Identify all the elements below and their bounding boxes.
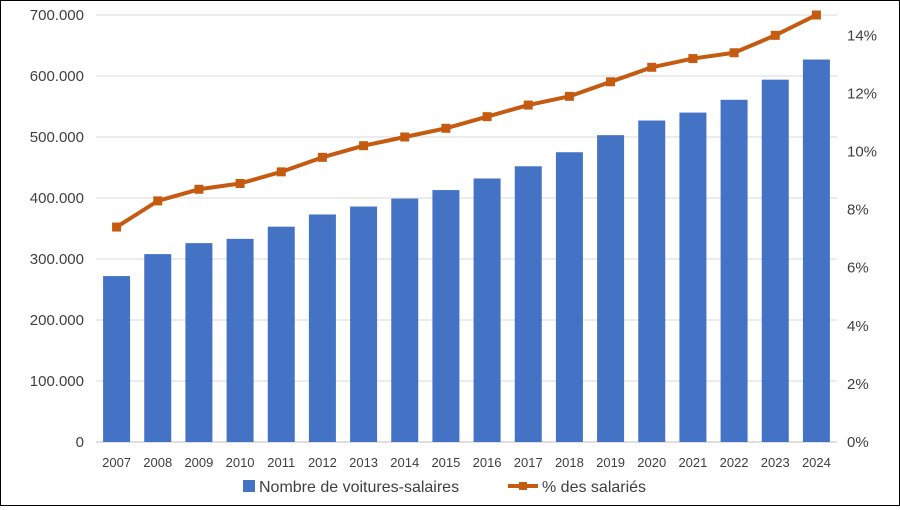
y-left-tick-label: 300.000 <box>30 251 84 268</box>
line-point <box>647 62 657 72</box>
line-point <box>359 141 369 151</box>
y-axis-left: 0 100.000 200.000 300.000 400.000 500.000 600.… <box>30 7 84 451</box>
y-right-tick-label: 12% <box>847 85 877 102</box>
legend-swatch-bars <box>243 480 255 492</box>
x-tick-label: 2015 <box>431 455 460 470</box>
x-tick-label: 2012 <box>308 455 337 470</box>
y-right-tick-label: 14% <box>847 27 877 44</box>
y-right-tick-label: 0% <box>847 434 869 451</box>
gridlines <box>96 14 837 443</box>
line-point <box>564 91 574 101</box>
x-tick-label: 2021 <box>678 455 707 470</box>
bar <box>638 120 666 442</box>
x-tick-label: 2013 <box>349 455 378 470</box>
y-right-tick-label: 6% <box>847 260 869 277</box>
y-left-tick-label: 100.000 <box>30 373 84 390</box>
line-point <box>688 54 698 64</box>
x-tick-label: 2009 <box>184 455 213 470</box>
line-point <box>523 100 533 110</box>
legend-swatch-line-marker <box>519 482 527 490</box>
line-point <box>770 30 780 40</box>
bar-series <box>103 59 830 443</box>
line-point <box>441 123 451 133</box>
line-point <box>482 112 492 122</box>
x-tick-label: 2008 <box>143 455 172 470</box>
line-point <box>235 178 245 188</box>
x-tick-label: 2016 <box>473 455 502 470</box>
line-point <box>400 132 410 142</box>
bar <box>802 59 830 442</box>
x-tick-label: 2024 <box>802 455 831 470</box>
bar <box>103 276 131 442</box>
y-left-tick-label: 500.000 <box>30 129 84 146</box>
line-point <box>729 48 739 58</box>
line-point <box>606 77 616 87</box>
x-tick-label: 2020 <box>637 455 666 470</box>
bar <box>761 79 789 442</box>
x-tick-label: 2019 <box>596 455 625 470</box>
bar <box>473 178 501 443</box>
y-right-tick-label: 10% <box>847 144 877 161</box>
line-point <box>276 167 286 177</box>
bar <box>720 99 748 442</box>
legend-label-bars: Nombre de voitures-salaires <box>259 479 459 496</box>
x-tick-label: 2010 <box>226 455 255 470</box>
x-tick-label: 2017 <box>514 455 543 470</box>
y-left-tick-label: 200.000 <box>30 312 84 329</box>
bar <box>350 206 378 442</box>
bar <box>226 238 254 442</box>
x-tick-label: 2022 <box>720 455 749 470</box>
y-right-tick-label: 8% <box>847 202 869 219</box>
y-right-tick-label: 4% <box>847 318 869 335</box>
bar <box>679 112 707 442</box>
x-tick-label: 2018 <box>555 455 584 470</box>
y-left-tick-label: 600.000 <box>30 68 84 85</box>
x-tick-label: 2007 <box>102 455 131 470</box>
y-axis-right: 0% 2% 4% 6% 8% 10% 12% 14% <box>847 27 877 451</box>
line-series <box>112 10 821 232</box>
bar <box>267 226 295 442</box>
line-point <box>153 196 163 206</box>
bar <box>597 135 625 443</box>
line-point <box>112 222 122 232</box>
x-axis: 2007 2008 2009 2010 2011 2012 2013 2014 2015 2016… <box>102 455 831 470</box>
y-left-tick-label: 0 <box>76 434 84 451</box>
line-point <box>317 152 327 162</box>
x-tick-label: 2011 <box>267 455 295 470</box>
bar <box>391 198 419 442</box>
bar <box>514 166 542 442</box>
legend-label-line: % des salariés <box>542 479 646 496</box>
bar <box>144 254 172 442</box>
bar <box>555 152 583 442</box>
bar <box>432 190 460 442</box>
line-point <box>811 10 821 20</box>
bar <box>185 243 213 442</box>
bar <box>308 214 336 442</box>
y-right-tick-label: 2% <box>847 376 869 393</box>
x-tick-label: 2014 <box>390 455 419 470</box>
line-point <box>194 184 204 194</box>
y-left-tick-label: 400.000 <box>30 190 84 207</box>
x-tick-label: 2023 <box>761 455 790 470</box>
legend: Nombre de voitures-salaires % des salari… <box>243 479 646 496</box>
line-path <box>115 13 818 229</box>
y-left-tick-label: 700.000 <box>30 7 84 24</box>
